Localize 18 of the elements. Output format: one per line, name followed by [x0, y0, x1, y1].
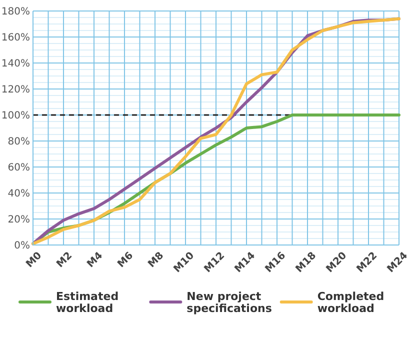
- y-tick-label: 180%: [1, 6, 30, 18]
- y-tick-label: 100%: [1, 110, 30, 122]
- legend-label: New project specifications: [186, 290, 272, 315]
- legend-label: Completed workload: [317, 290, 384, 315]
- y-tick-label: 160%: [1, 32, 30, 44]
- x-tick-label: M4: [85, 250, 106, 270]
- x-tick-label: M0: [24, 250, 44, 270]
- y-tick-label: 80%: [8, 136, 30, 148]
- legend-label: Estimated workload: [56, 290, 119, 315]
- x-tick-label: M2: [54, 250, 75, 270]
- x-tick-label: M6: [116, 250, 136, 270]
- x-tick-label: M8: [146, 250, 166, 270]
- y-tick-label: 120%: [1, 84, 30, 96]
- y-tick-label: 20%: [8, 214, 30, 226]
- y-tick-label: 40%: [8, 188, 30, 200]
- y-tick-label: 60%: [8, 162, 30, 174]
- y-tick-label: 140%: [1, 58, 30, 70]
- y-tick-label: 0%: [14, 240, 30, 252]
